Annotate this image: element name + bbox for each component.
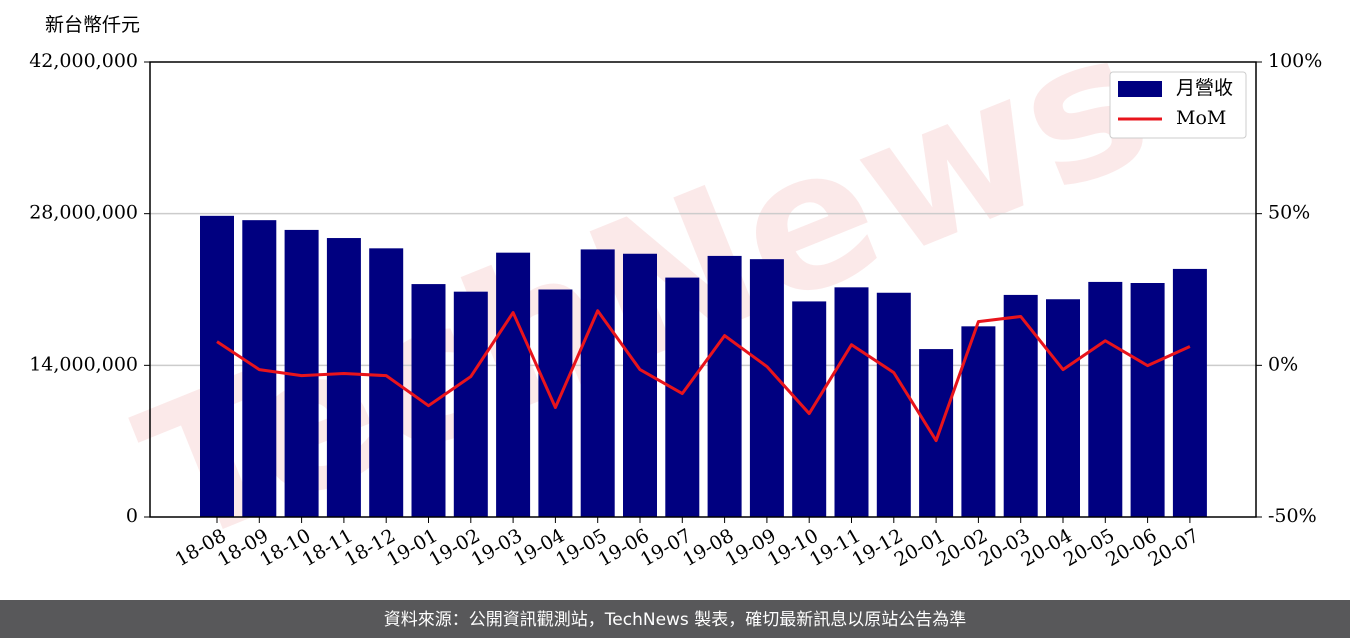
y-tick-label: 28,000,000 [29,202,138,224]
bar [200,215,234,518]
footer-text: 資料來源：公開資訊觀測站，TechNews 製表，確切最新訊息以原站公告為準 [384,610,966,630]
bar [538,289,573,517]
line [216,309,1191,443]
bar [453,291,488,517]
bar [792,301,827,517]
bar [623,253,657,517]
y-axis-label: 新台幣仟元 [45,14,140,36]
bar [326,238,361,517]
bar [411,284,446,517]
y-tick-label: 14,000,000 [29,353,138,375]
bar [919,349,954,517]
y2-tick-label: -50% [1268,505,1317,527]
legend-label: 月營收 [1176,77,1233,99]
bar [1130,283,1165,517]
plot-frame [149,61,1257,518]
bar [1046,299,1080,517]
y2-tick-label: 50% [1268,202,1310,224]
y2-tick-label: 0% [1268,353,1298,375]
bar [876,292,911,517]
bar [834,287,869,517]
footer-bar [0,600,1350,638]
y-tick-label: 42,000,000 [29,50,138,72]
y-tick-label: 0 [126,505,138,527]
y2-tick-label: 100% [1268,50,1322,72]
bar [1172,268,1207,517]
bar [580,249,615,517]
bar [665,277,700,517]
bar [496,252,531,517]
legend-swatch [1118,81,1162,97]
bar [707,255,742,517]
bar [749,259,784,517]
bar [961,326,996,517]
bar [1003,294,1038,517]
legend-label: MoM [1176,107,1226,129]
bar [1088,281,1123,517]
